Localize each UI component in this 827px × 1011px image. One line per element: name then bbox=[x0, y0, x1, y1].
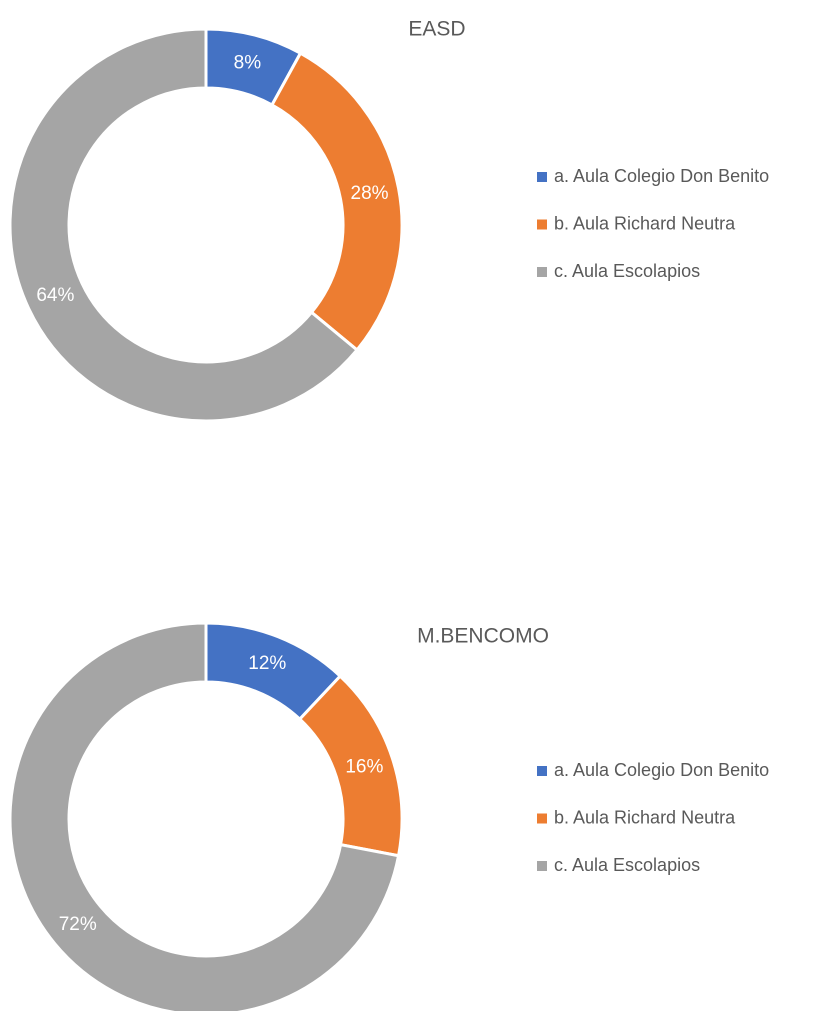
legend-swatch bbox=[537, 766, 547, 776]
legend-label: a. Aula Colegio Don Benito bbox=[554, 166, 769, 186]
legend-label: a. Aula Colegio Don Benito bbox=[554, 760, 769, 780]
legend-swatch bbox=[537, 813, 547, 824]
legend-swatch bbox=[537, 172, 547, 182]
legend-swatch bbox=[537, 219, 547, 230]
data-label: 8% bbox=[234, 53, 262, 74]
data-label: 72% bbox=[59, 914, 97, 935]
data-label: 12% bbox=[248, 653, 286, 674]
data-label: 16% bbox=[345, 757, 383, 778]
data-label: 64% bbox=[36, 285, 74, 306]
donut-slice bbox=[269, 51, 404, 353]
donut-slice bbox=[8, 27, 360, 423]
donut-slice bbox=[8, 621, 401, 1011]
legend-swatch bbox=[537, 267, 547, 277]
legend-label: c. Aula Escolapios bbox=[554, 261, 700, 281]
chart-title: M.BENCOMO bbox=[417, 625, 549, 648]
legend-label: c. Aula Escolapios bbox=[554, 855, 700, 875]
chart-title: EASD bbox=[408, 18, 465, 41]
legend-swatch bbox=[537, 861, 547, 871]
legend-label: b. Aula Richard Neutra bbox=[554, 807, 736, 827]
data-label: 28% bbox=[351, 183, 389, 204]
legend-label: b. Aula Richard Neutra bbox=[554, 213, 736, 233]
